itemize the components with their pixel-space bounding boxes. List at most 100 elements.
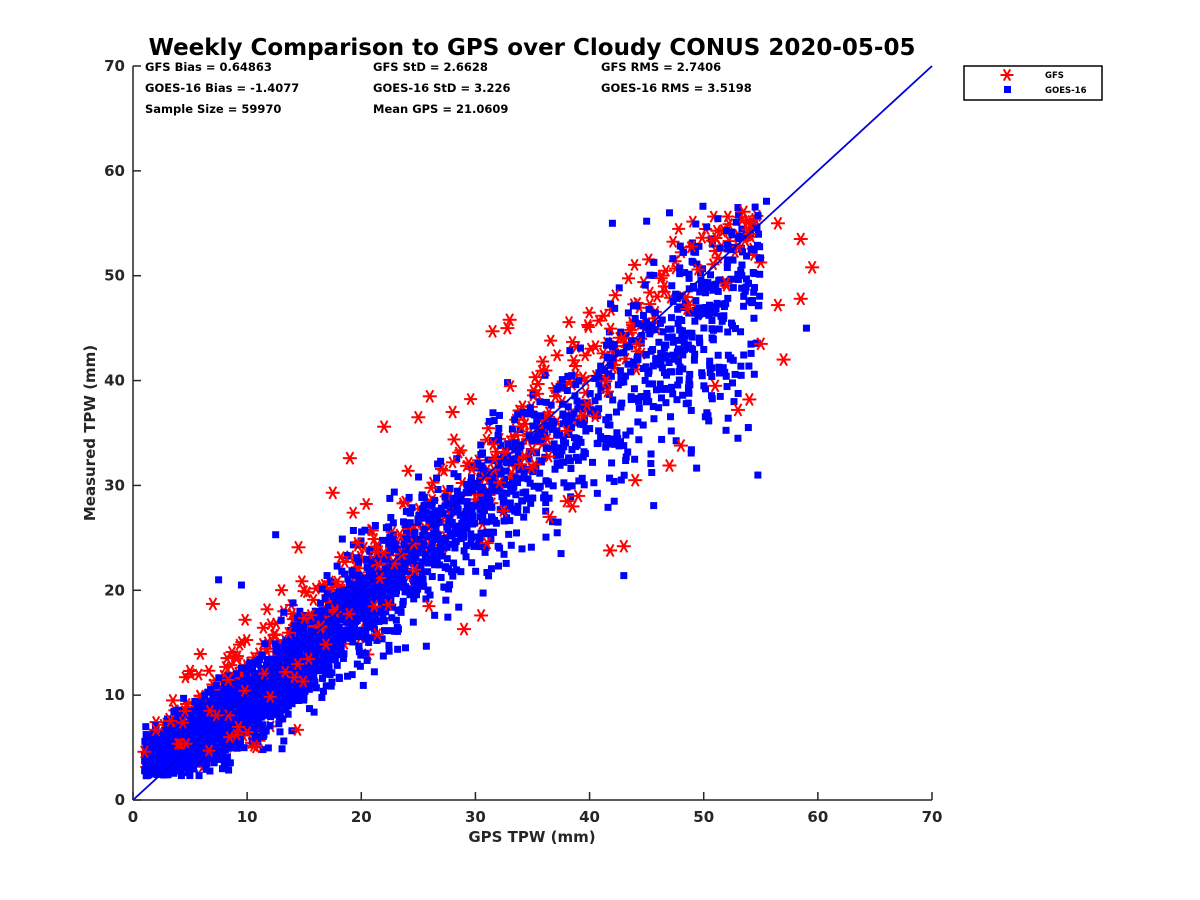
goes16-point — [571, 392, 579, 400]
legend: GFS GOES-16 — [963, 65, 1103, 101]
goes16-point — [542, 533, 550, 541]
gfs-point — [628, 473, 643, 487]
goes16-point — [468, 506, 476, 514]
goes16-point — [698, 369, 706, 377]
goes16-point — [436, 536, 444, 544]
goes16-point — [392, 590, 400, 598]
goes16-point — [358, 528, 366, 536]
goes16-point — [714, 287, 722, 295]
goes16-point — [410, 572, 418, 580]
goes16-point — [399, 576, 407, 584]
goes16-point — [448, 568, 456, 576]
goes16-point — [525, 465, 533, 473]
goes16-point — [337, 594, 345, 602]
goes16-point — [737, 244, 745, 252]
gfs-point — [287, 671, 301, 684]
goes16-point — [233, 744, 241, 752]
goes16-point — [324, 652, 332, 660]
goes16-point — [429, 512, 437, 520]
goes16-point — [762, 197, 770, 205]
goes16-point — [512, 491, 520, 499]
goes16-point — [275, 720, 283, 728]
goes16-point — [159, 744, 167, 752]
gfs-point — [233, 638, 247, 651]
y-tick-label: 50 — [104, 267, 125, 285]
goes16-point — [319, 674, 327, 682]
goes16-point — [253, 712, 261, 720]
x-tick-label: 0 — [128, 808, 138, 826]
gfs-point — [164, 714, 178, 728]
goes16-point — [472, 567, 480, 575]
goes16-point — [391, 565, 399, 573]
goes16-point — [535, 484, 543, 492]
goes16-point — [202, 765, 210, 773]
gfs-point — [535, 364, 549, 377]
goes16-point — [542, 444, 550, 452]
goes16-point — [532, 435, 540, 443]
goes16-point — [715, 325, 723, 333]
goes16-point — [389, 532, 397, 540]
goes16-point — [444, 613, 452, 621]
goes16-point — [356, 540, 364, 548]
goes16-point — [516, 445, 524, 453]
goes16-point — [362, 635, 370, 643]
goes16-point — [737, 362, 745, 370]
goes16-point — [443, 523, 451, 531]
goes16-point — [170, 769, 178, 777]
goes16-point — [754, 230, 762, 238]
goes16-point — [332, 592, 340, 600]
goes16-point — [546, 423, 554, 431]
goes16-point — [344, 672, 352, 680]
stat-annotation: GOES-16 StD = 3.226 — [373, 81, 510, 95]
goes16-point — [414, 581, 422, 589]
goes16-point — [605, 337, 613, 345]
goes16-point — [187, 725, 195, 733]
gfs-point — [531, 387, 545, 400]
goes16-point — [259, 680, 267, 688]
series-goes16 — [141, 197, 810, 780]
goes16-point — [574, 456, 582, 464]
goes16-point — [461, 519, 469, 527]
goes16-point — [312, 648, 320, 656]
goes16-point — [262, 711, 270, 719]
goes16-point — [727, 354, 735, 362]
gfs-point — [682, 298, 696, 312]
goes16-point — [708, 240, 716, 248]
goes16-point — [199, 704, 207, 712]
goes16-point — [449, 508, 457, 516]
gfs-point — [597, 309, 611, 322]
goes16-point — [523, 495, 531, 503]
goes16-point — [428, 543, 436, 551]
goes16-point — [443, 555, 451, 563]
goes16-point — [734, 276, 742, 284]
goes16-point — [348, 567, 356, 575]
goes16-point — [156, 758, 164, 766]
goes16-point — [487, 565, 495, 573]
goes16-point — [655, 404, 663, 412]
goes16-point — [282, 694, 290, 702]
stat-annotation: GFS Bias = 0.64863 — [145, 60, 272, 74]
goes16-point — [281, 664, 289, 672]
y-tick-label: 40 — [104, 372, 125, 390]
goes16-point — [295, 630, 303, 638]
goes16-point — [454, 505, 462, 513]
goes16-point — [228, 674, 236, 682]
goes16-point — [354, 632, 362, 640]
goes16-point — [484, 495, 492, 503]
goes16-point — [362, 556, 370, 564]
goes16-point — [756, 270, 764, 278]
goes16-point — [620, 572, 628, 580]
goes16-point — [580, 421, 588, 429]
goes16-point — [734, 434, 742, 442]
goes16-point — [328, 678, 336, 686]
goes16-point — [479, 517, 487, 525]
goes16-point — [280, 608, 288, 616]
goes16-point — [274, 646, 282, 654]
goes16-point — [388, 578, 396, 586]
gfs-point — [542, 450, 556, 463]
goes16-point — [512, 474, 520, 482]
goes16-point — [548, 417, 556, 425]
goes16-point — [658, 435, 666, 443]
goes16-point — [406, 519, 414, 527]
goes16-point — [484, 456, 492, 464]
